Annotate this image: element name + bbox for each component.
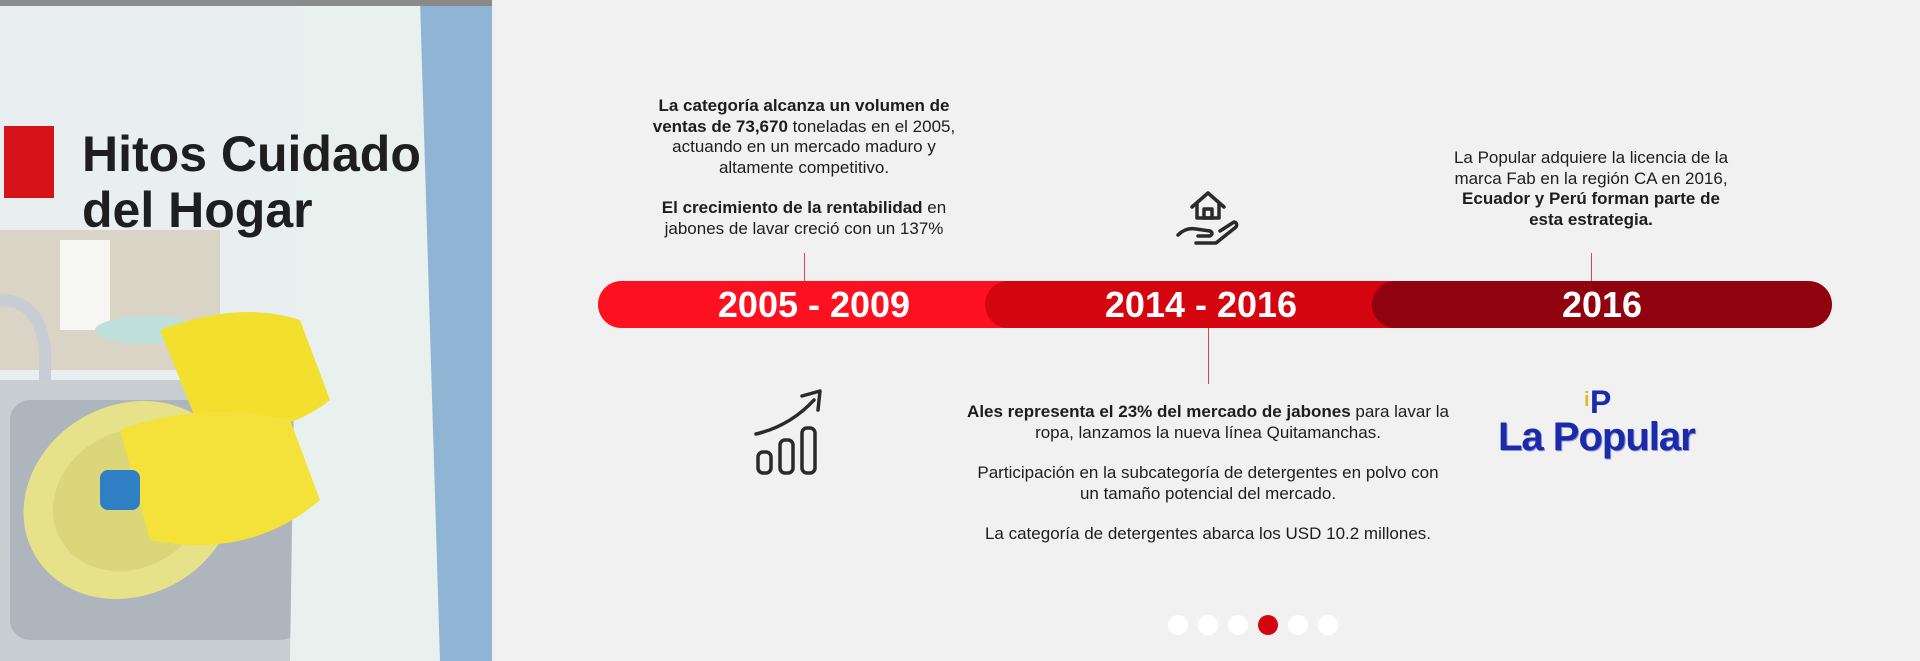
connector-2014 bbox=[1208, 328, 1209, 384]
milestone-2005-p2-bold: El crecimiento de la rentabilidad bbox=[661, 198, 923, 217]
logo-mark-i: i bbox=[1584, 389, 1590, 411]
dishwashing-photo bbox=[0, 0, 492, 661]
logo-mark-p: P bbox=[1590, 384, 1612, 420]
milestone-2016-p1-bold: Ecuador y Perú forman parte de esta estr… bbox=[1462, 189, 1720, 229]
carousel-dots bbox=[1168, 615, 1338, 635]
title-accent-bar bbox=[4, 126, 54, 198]
timeline-period-2005-2009: 2005 - 2009 bbox=[598, 281, 1030, 328]
milestone-2014-text: Ales representa el 23% del mercado de ja… bbox=[966, 402, 1450, 545]
logo-wordmark: La Popular bbox=[1498, 415, 1696, 459]
timeline-bar: 2005 - 2009 2014 - 2016 2016 bbox=[598, 281, 1832, 328]
carousel-dot-6[interactable] bbox=[1318, 615, 1338, 635]
milestone-2014-p1-rest: para lavar la ropa, lanzamos la nueva lí… bbox=[1035, 402, 1449, 442]
milestone-2014-p1-bold: Ales representa el 23% del mercado de ja… bbox=[967, 402, 1351, 421]
milestone-2005-p1-bold: La categoría alcanza un volumen de venta… bbox=[652, 96, 950, 136]
period-label: 2016 bbox=[1561, 283, 1643, 325]
carousel-dot-5[interactable] bbox=[1288, 615, 1308, 635]
page-title-line1: Hitos Cuidado bbox=[82, 126, 421, 182]
timeline-period-2016: 2016 bbox=[1372, 281, 1832, 328]
milestone-2005-text: La categoría alcanza un volumen de venta… bbox=[640, 96, 968, 239]
milestone-2005-p1-rest: toneladas en el 2005, actuando en un mer… bbox=[672, 116, 956, 177]
house-in-hand-icon bbox=[1176, 191, 1239, 245]
hero-photo-panel: Hitos Cuidado del Hogar bbox=[0, 0, 492, 661]
top-shadow-bar bbox=[0, 0, 492, 6]
carousel-dot-2[interactable] bbox=[1198, 615, 1218, 635]
page-title: Hitos Cuidado del Hogar bbox=[82, 126, 482, 238]
milestone-2005-p2-rest: en jabones de lavar creció con un 137% bbox=[664, 198, 947, 238]
timeline-period-2014-2016: 2014 - 2016 bbox=[985, 281, 1417, 328]
period-label: 2005 - 2009 bbox=[717, 283, 911, 325]
period-label: 2014 - 2016 bbox=[1104, 283, 1298, 325]
milestone-2014-p3: La categoría de detergentes abarca los U… bbox=[984, 524, 1432, 543]
logo-mark: i P bbox=[1584, 384, 1612, 420]
la-popular-logo: i P La Popular bbox=[1498, 386, 1710, 458]
carousel-dot-3[interactable] bbox=[1228, 615, 1248, 635]
milestone-2016-text: La Popular adquiere la licencia de la ma… bbox=[1446, 148, 1736, 230]
connector-2005 bbox=[804, 253, 805, 281]
milestone-2014-p2: Participación en la subcategoría de dete… bbox=[977, 463, 1439, 503]
growth-chart-icon bbox=[754, 389, 822, 475]
milestone-2016-p1-rest: La Popular adquiere la licencia de la ma… bbox=[1453, 148, 1729, 188]
connector-2016 bbox=[1591, 253, 1592, 281]
page-title-line2: del Hogar bbox=[82, 182, 313, 238]
carousel-dot-4-active[interactable] bbox=[1258, 615, 1278, 635]
carousel-dot-1[interactable] bbox=[1168, 615, 1188, 635]
